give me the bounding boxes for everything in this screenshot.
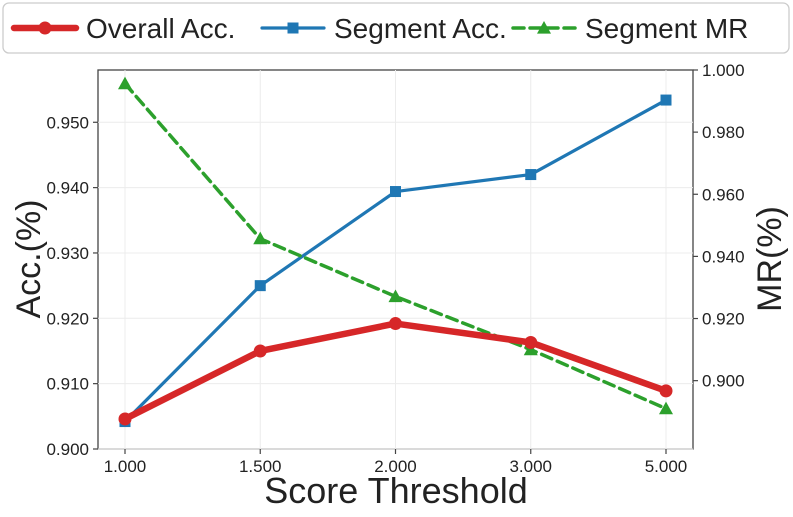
y-left-tick-label: 0.900: [46, 440, 89, 459]
legend-marker: [287, 22, 299, 34]
y-axis-left-title: Acc.(%): [10, 200, 48, 319]
legend-item: Segment MR: [511, 13, 748, 44]
x-tick-label: 1.000: [104, 457, 147, 476]
y-right-tick-label: 0.920: [702, 310, 745, 329]
data-point: [390, 186, 401, 198]
legend-label: Segment Acc.: [334, 13, 507, 44]
data-point: [524, 335, 538, 349]
data-point: [253, 344, 267, 358]
legend-label: Overall Acc.: [86, 13, 235, 44]
data-point: [389, 317, 402, 331]
legend-label: Segment MR: [585, 13, 748, 44]
y-right-tick-label: 0.960: [702, 185, 745, 204]
data-point: [388, 289, 403, 303]
series-overall-acc: [118, 317, 673, 426]
y-left-tick-label: 0.930: [46, 244, 89, 263]
y-left-tick-label: 0.950: [46, 113, 89, 132]
y-right-tick-label: 0.900: [702, 372, 745, 391]
legend: Overall Acc. Segment Acc. Segment MR: [2, 2, 790, 54]
legend-marker: [537, 21, 551, 34]
y-axis-right-title: MR(%): [751, 206, 789, 312]
series-layer: [118, 76, 673, 428]
data-point: [659, 401, 673, 415]
data-point: [660, 94, 672, 106]
legend-box: [2, 2, 790, 54]
y-left-tick-label: 0.920: [46, 309, 89, 328]
data-point: [118, 76, 132, 90]
data-point: [253, 231, 268, 245]
x-axis-title: Score Threshold: [264, 470, 527, 511]
y-right-tick-label: 1.000: [702, 61, 745, 80]
data-point: [254, 280, 266, 292]
y-left-tick-label: 0.910: [46, 375, 89, 394]
series-line: [123, 81, 668, 411]
legend-marker: [38, 21, 52, 35]
data-point: [118, 412, 132, 426]
x-tick-label: 3.000: [509, 457, 552, 476]
x-tick-label: 5.000: [645, 457, 688, 476]
legend-item: Overall Acc.: [10, 13, 235, 44]
data-point: [525, 169, 537, 181]
x-tick-label: 1.500: [239, 457, 282, 476]
legend-item: Segment Acc.: [260, 13, 507, 44]
x-tick-label: 2.000: [374, 457, 417, 476]
data-point: [659, 384, 673, 398]
y-right-tick-label: 0.940: [702, 247, 745, 266]
y-right-tick-label: 0.980: [702, 123, 745, 142]
axes-layer: 1.000 1.500 2.000 3.000 5.000 0.900 0.910 0.920…: [46, 61, 744, 476]
y-left-tick-label: 0.940: [46, 179, 89, 198]
